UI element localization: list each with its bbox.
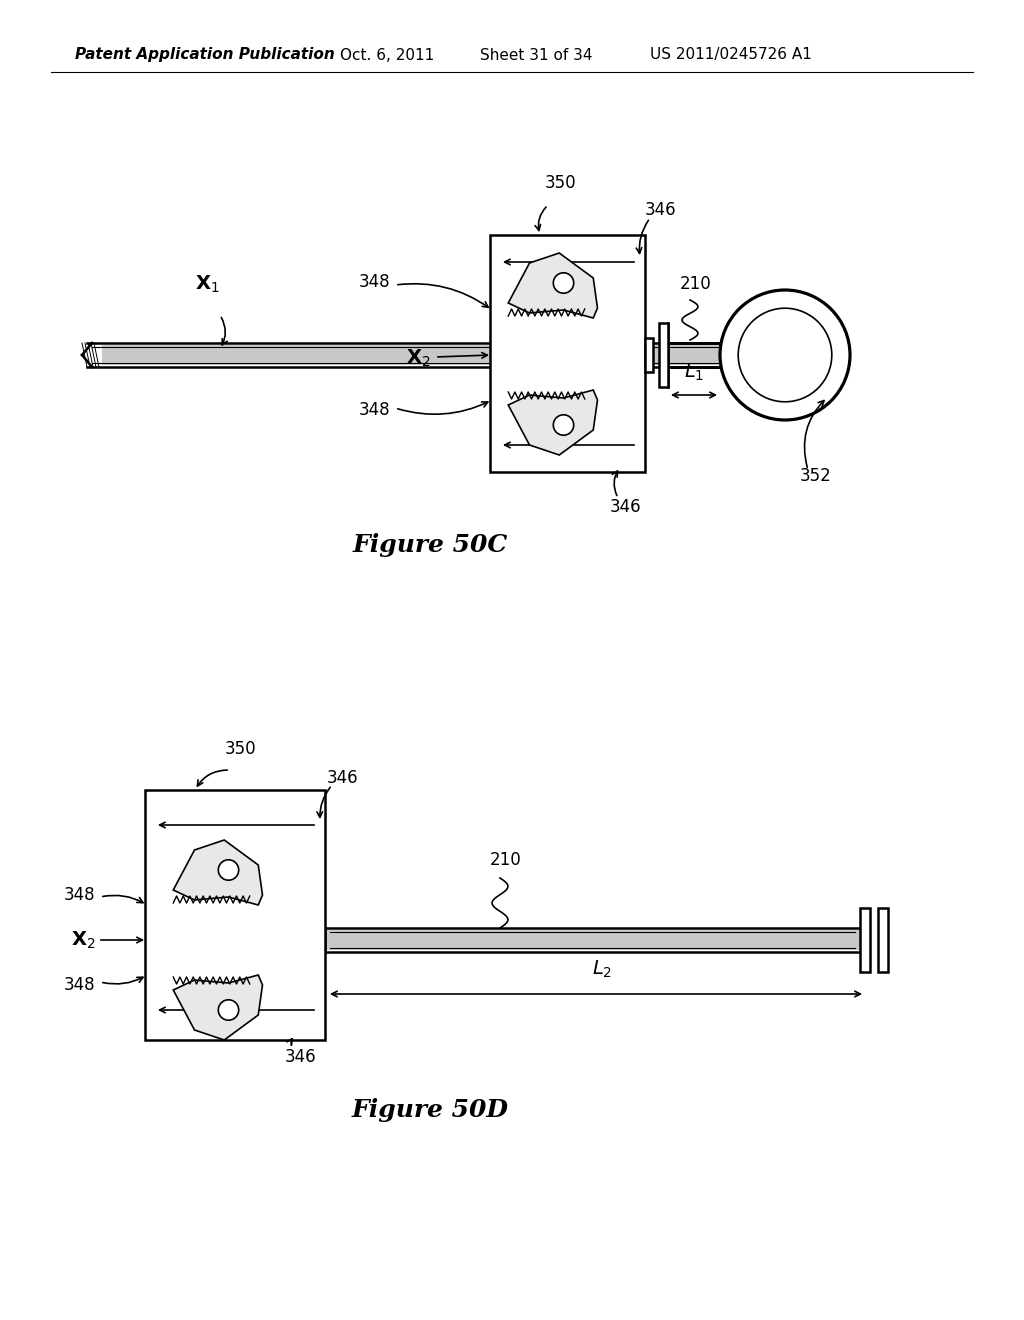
Polygon shape (508, 253, 597, 318)
Text: 348: 348 (358, 401, 390, 418)
Circle shape (720, 290, 850, 420)
Text: Patent Application Publication: Patent Application Publication (75, 48, 335, 62)
Text: US 2011/0245726 A1: US 2011/0245726 A1 (650, 48, 812, 62)
Circle shape (553, 273, 573, 293)
Text: $L_1$: $L_1$ (684, 362, 705, 383)
Text: 348: 348 (358, 273, 390, 290)
Polygon shape (325, 931, 860, 950)
Text: Figure 50D: Figure 50D (351, 1098, 509, 1122)
Polygon shape (173, 840, 262, 906)
Polygon shape (508, 389, 597, 455)
Text: Figure 50C: Figure 50C (352, 533, 508, 557)
Text: 348: 348 (63, 975, 95, 994)
Text: Sheet 31 of 34: Sheet 31 of 34 (480, 48, 593, 62)
Text: $L_2$: $L_2$ (593, 958, 612, 979)
Polygon shape (102, 345, 735, 366)
Circle shape (553, 414, 573, 436)
Text: $\mathbf{X}_2$: $\mathbf{X}_2$ (71, 929, 95, 950)
Bar (645, 338, 653, 372)
Bar (145, 789, 325, 1040)
Text: 350: 350 (225, 741, 257, 758)
Bar (878, 908, 888, 972)
Bar (659, 323, 668, 387)
Text: 348: 348 (63, 886, 95, 904)
Text: Oct. 6, 2011: Oct. 6, 2011 (340, 48, 434, 62)
Text: 210: 210 (680, 275, 712, 293)
Text: 346: 346 (645, 201, 677, 219)
Circle shape (738, 308, 831, 401)
Text: 352: 352 (800, 467, 831, 484)
Text: 210: 210 (490, 851, 522, 869)
Circle shape (218, 859, 239, 880)
Circle shape (218, 999, 239, 1020)
Bar (490, 235, 645, 473)
Text: $\mathbf{X}_2$: $\mathbf{X}_2$ (406, 347, 430, 368)
Bar (860, 908, 870, 972)
Text: 346: 346 (327, 770, 358, 787)
Text: 346: 346 (610, 498, 642, 516)
Text: $\mathbf{X}_1$: $\mathbf{X}_1$ (195, 273, 219, 294)
Text: 346: 346 (285, 1048, 316, 1067)
Text: 350: 350 (545, 174, 577, 191)
Polygon shape (173, 975, 262, 1040)
